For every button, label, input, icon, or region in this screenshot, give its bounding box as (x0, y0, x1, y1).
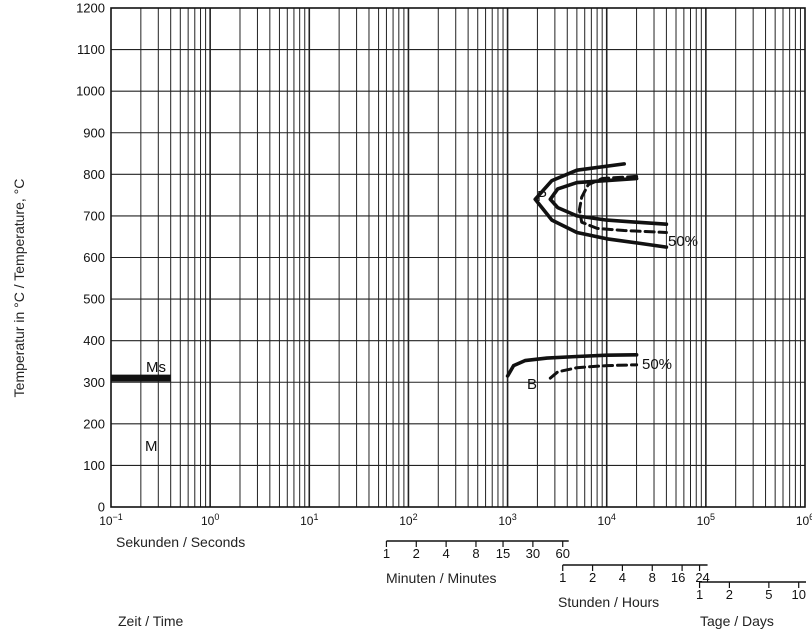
scale-label: Minuten / Minutes (386, 570, 497, 586)
scale-tick-label: 4 (443, 546, 450, 561)
y-tick-label: 800 (83, 167, 105, 182)
scale-tick-label: 1 (383, 546, 390, 561)
y-axis-label: Temperatur in °C / Temperature, °C (11, 179, 27, 398)
ms-label: Ms (146, 359, 166, 376)
b-label: B (527, 376, 537, 393)
scale-tick-label: 16 (671, 570, 685, 585)
y-tick-labels: 0 100 200 300 400 500 600 700 800 900 1000 1100 1200 (76, 1, 105, 515)
y-tick-label: 500 (83, 292, 105, 307)
series-curve-2 (577, 174, 668, 234)
x-tick-label: 101 (300, 512, 318, 528)
y-tick-label: 300 (83, 375, 105, 390)
series-curve-4 (505, 352, 639, 378)
x-tick-labels: 10−1 100 101 102 103 104 105 106 (99, 512, 812, 528)
y-tick-label: 1200 (76, 1, 105, 16)
scale-tick-label: 10 (791, 587, 805, 602)
x-tick-label: 105 (697, 512, 715, 528)
time-label: Zeit / Time (118, 613, 184, 629)
y-tick-label: 1100 (77, 42, 105, 57)
x-tick-label: 102 (399, 512, 417, 528)
scale-tick-label: 2 (413, 546, 420, 561)
x-tick-label: 103 (498, 512, 516, 528)
scale-tick-label: 60 (555, 546, 569, 561)
y-tick-label: 200 (83, 416, 105, 431)
p-label: P (537, 188, 547, 205)
scale-tick-label: 24 (695, 570, 709, 585)
y-tick-label: 900 (83, 125, 105, 140)
b-50-label: 50% (642, 356, 672, 373)
y-tick-label: 1000 (76, 84, 105, 99)
y-tick-label: 600 (83, 250, 105, 265)
series-curve-1 (533, 162, 669, 249)
x-tick-label: 100 (201, 512, 219, 528)
scale-tick-label: 8 (649, 570, 656, 585)
x-tick-label: 10−1 (99, 512, 123, 528)
y-tick-label: 700 (83, 208, 105, 223)
scale-tick-label: 8 (472, 546, 479, 561)
scale-tick-label: 5 (765, 587, 772, 602)
days-scale: 1 2 5 10 Tage / Days (696, 581, 806, 629)
plot-frame (110, 7, 806, 508)
x-tick-label: 104 (598, 512, 616, 528)
y-tick-label: 100 (83, 458, 105, 473)
scale-tick-label: 1 (559, 570, 566, 585)
y-tick-label: 400 (83, 333, 105, 348)
m-label: M (145, 438, 158, 455)
scale-tick-label: 2 (726, 587, 733, 602)
series-curve-5 (548, 363, 639, 380)
y-tick-label: 0 (98, 500, 105, 515)
scale-label: Stunden / Hours (558, 594, 659, 610)
series-group (505, 162, 669, 380)
scale-tick-label: 2 (589, 570, 596, 585)
scale-tick-label: 30 (526, 546, 540, 561)
x-axis-label: Sekunden / Seconds (116, 534, 245, 550)
scale-tick-label: 1 (696, 587, 703, 602)
scale-tick-label: 15 (496, 546, 510, 561)
minutes-scale: 1 2 4 8 15 30 60 Minuten / Minutes (383, 540, 570, 586)
x-tick-label: 106 (796, 512, 812, 528)
p-50-label: 50% (668, 233, 698, 250)
scale-tick-label: 4 (619, 570, 626, 585)
scale-label: Tage / Days (700, 613, 774, 629)
series-curve-3 (548, 176, 669, 226)
grid (111, 8, 805, 507)
